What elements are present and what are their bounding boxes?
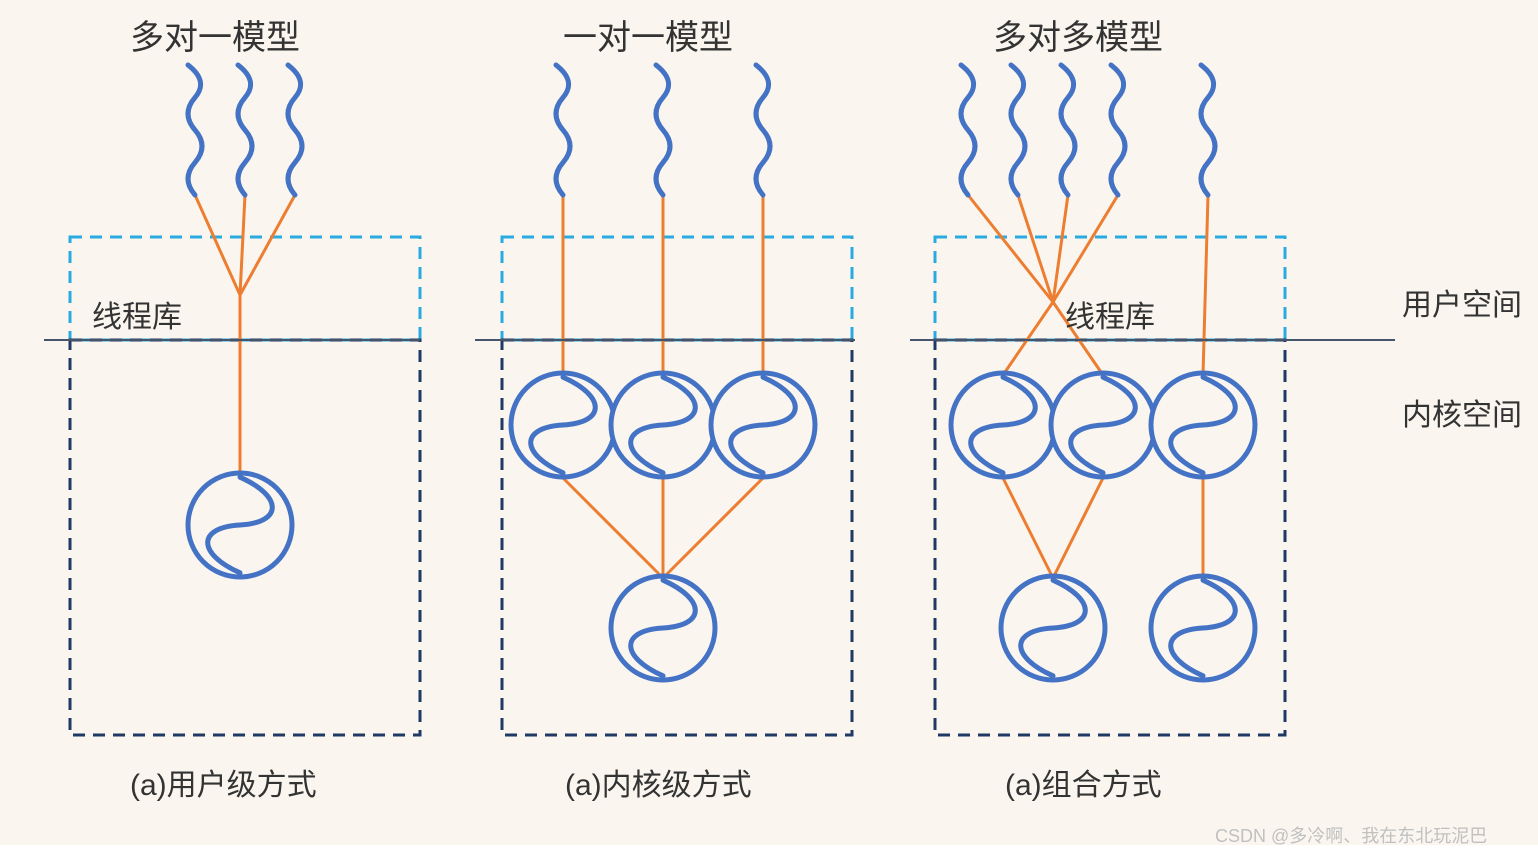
watermark: CSDN @多冷啊、我在东北玩泥巴: [1215, 822, 1487, 848]
user-thread-icon: [656, 65, 670, 195]
thread-library-label: 线程库: [92, 292, 182, 336]
mapping-line: [195, 195, 240, 295]
user-thread-icon: [288, 65, 302, 195]
user-thread-icon: [556, 65, 570, 195]
mapping-line: [1053, 478, 1103, 578]
user-thread-icon: [1011, 65, 1025, 195]
mapping-line: [1053, 195, 1068, 302]
user-thread-icon: [756, 65, 770, 195]
mapping-line: [1203, 195, 1208, 375]
mapping-line: [563, 478, 663, 578]
user-thread-icon: [1201, 65, 1215, 195]
side-label-kernel_space: 内核空间: [1402, 390, 1522, 434]
diagram-canvas: 多对一模型 一对一模型 多对多模型 (a)用户级方式 (a)内核级方式 (a)组合方式 用户…: [0, 0, 1538, 845]
mapping-line: [663, 478, 763, 578]
mapping-line: [1053, 195, 1118, 302]
mapping-line: [1003, 478, 1053, 578]
user-space-box: [502, 237, 852, 340]
mapping-line: [240, 195, 295, 295]
user-thread-icon: [188, 65, 202, 195]
user-thread-icon: [1061, 65, 1075, 195]
mapping-line: [1018, 195, 1053, 302]
panel-title: 多对多模型: [993, 10, 1163, 59]
panel-caption: (a)用户级方式: [130, 760, 317, 804]
user-thread-icon: [238, 65, 252, 195]
user-thread-icon: [961, 65, 975, 195]
user-thread-icon: [1111, 65, 1125, 195]
panel-title: 一对一模型: [563, 10, 733, 59]
mapping-line: [240, 195, 245, 295]
mapping-line: [968, 195, 1053, 302]
panel-title: 多对一模型: [130, 10, 300, 59]
side-label-user_space: 用户空间: [1402, 280, 1522, 324]
diagram-svg: [0, 0, 1538, 845]
thread-library-label: 线程库: [1065, 292, 1155, 336]
panel-caption: (a)组合方式: [1005, 760, 1162, 804]
panel-caption: (a)内核级方式: [565, 760, 752, 804]
